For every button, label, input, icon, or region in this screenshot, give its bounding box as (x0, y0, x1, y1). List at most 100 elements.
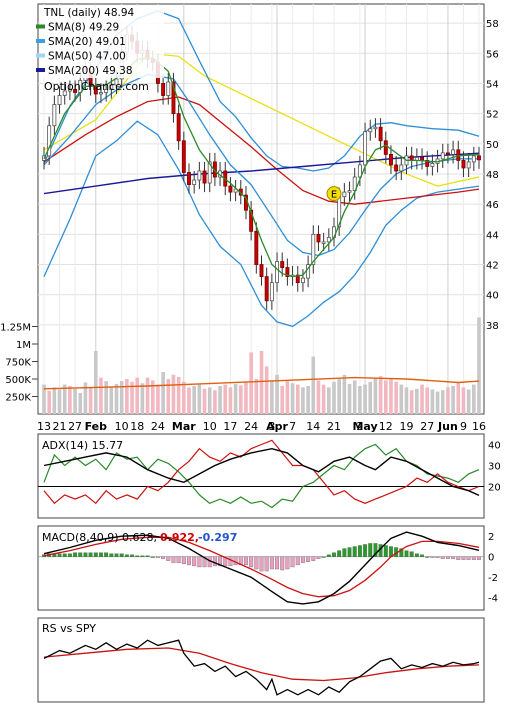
candle-body (300, 277, 305, 284)
macd-histogram-bar (197, 556, 202, 568)
volume-bar (264, 366, 269, 414)
volume-bar (88, 387, 93, 414)
candle-body (166, 81, 171, 96)
macd-histogram-bar (187, 556, 191, 566)
price-tick-label: 58 (486, 19, 499, 30)
volume-bar (280, 386, 285, 414)
volume-bar (109, 387, 114, 414)
macd-histogram-bar (337, 550, 342, 557)
candle-body (73, 89, 78, 93)
candle-body (321, 241, 326, 244)
volume-bar (290, 383, 295, 414)
legend-swatch (36, 68, 45, 72)
volume-bar (62, 384, 67, 414)
volume-bar (166, 379, 171, 414)
macd-histogram-bar (363, 544, 368, 557)
volume-bar (378, 376, 383, 414)
volume-bar (47, 390, 51, 414)
macd-histogram-bar (471, 556, 476, 560)
volume-bar (244, 381, 248, 414)
candle-body (357, 164, 362, 178)
volume-bar (119, 381, 124, 414)
date-tick-label: Mar (172, 420, 196, 433)
macd-histogram-bar (295, 556, 300, 566)
volume-bar (477, 317, 481, 414)
macd-histogram-bar (104, 552, 109, 557)
macd-histogram-bar (73, 552, 78, 557)
volume-bar (218, 386, 222, 414)
macd-histogram-bar (135, 555, 140, 557)
adx-label: ADX(14) 15.77 (42, 439, 123, 452)
candle-body (176, 113, 181, 142)
adx-panel: 20 30 40 ADX(14) 15.77 (37, 433, 501, 519)
volume-bar (254, 379, 259, 414)
rs-panel-frame (37, 617, 485, 703)
candle-body (311, 233, 316, 265)
candle-body (161, 83, 166, 96)
candle-body (187, 172, 191, 185)
date-tick-label: 2 (356, 420, 363, 433)
macd-histogram-bar (155, 556, 160, 558)
volume-bar (145, 377, 150, 414)
rs-panel: RS vs SPY (37, 617, 485, 703)
legend-entry: SMA(8) 49.29 (48, 22, 119, 34)
legend-entry: SMA(50) 47.00 (48, 51, 126, 63)
volume-bar (249, 352, 253, 414)
macd-histogram-bar (124, 554, 129, 557)
candle-body (383, 140, 388, 155)
legend-background (40, 6, 164, 78)
volume-bar (99, 377, 103, 414)
candle-body (202, 170, 207, 184)
candle-body (316, 233, 321, 243)
macd-histogram-bar (399, 548, 404, 557)
candle-body (471, 155, 476, 163)
candle-body (461, 160, 466, 169)
price-tick-label: 52 (486, 110, 499, 121)
legend-entry: TNL (daily) 48.94 (43, 7, 135, 19)
macd-tick-label: -4 (488, 594, 498, 605)
date-tick-label: Apr (266, 420, 288, 433)
macd-histogram-bar (233, 556, 238, 566)
macd-histogram-bar (451, 556, 456, 559)
macd-tick-label: 2 (488, 532, 494, 543)
macd-histogram-bar (150, 556, 155, 558)
price-tick-label: 42 (486, 261, 499, 272)
candle-body (347, 190, 352, 193)
volume-bar (161, 372, 165, 414)
candle-body (394, 164, 399, 172)
volume-bar (114, 383, 119, 414)
volume-bar (104, 381, 108, 414)
date-tick-label: 10 (115, 420, 129, 433)
chart-legend: TNL (daily) 48.94 SMA(8) 49.29 SMA(20) 49.… (36, 6, 164, 78)
candle-body (181, 140, 186, 173)
macd-histogram-bar (368, 543, 373, 557)
volume-bar (238, 385, 243, 414)
candle-body (233, 188, 238, 193)
legend-swatch (36, 39, 45, 43)
adx-line (43, 447, 480, 497)
volume-bar (78, 393, 83, 414)
candle-body (99, 92, 103, 95)
volume-bar (140, 383, 145, 414)
rs-label: RS vs SPY (42, 622, 96, 635)
candle-body (430, 163, 435, 167)
volume-bar (207, 387, 212, 414)
volume-bar (270, 380, 274, 414)
volume-bar (52, 387, 57, 414)
macd-histogram-bar (332, 552, 336, 557)
macd-histogram-bar (326, 554, 331, 557)
date-tick-label: Jun (437, 420, 458, 433)
volume-bar (301, 387, 305, 414)
candle-body (440, 152, 445, 160)
macd-histogram-bar (280, 556, 285, 571)
volume-bar (171, 374, 176, 414)
macd-histogram-bar (140, 555, 145, 557)
volume-bar (150, 380, 155, 414)
volume-bar (311, 356, 316, 414)
macd-histogram-bar (99, 552, 103, 557)
date-tick-label: 24 (151, 420, 165, 433)
macd-histogram-bar (254, 556, 259, 570)
adx-tick-label: 20 (488, 483, 501, 494)
volume-bar (456, 381, 461, 414)
candle-body (93, 86, 98, 95)
